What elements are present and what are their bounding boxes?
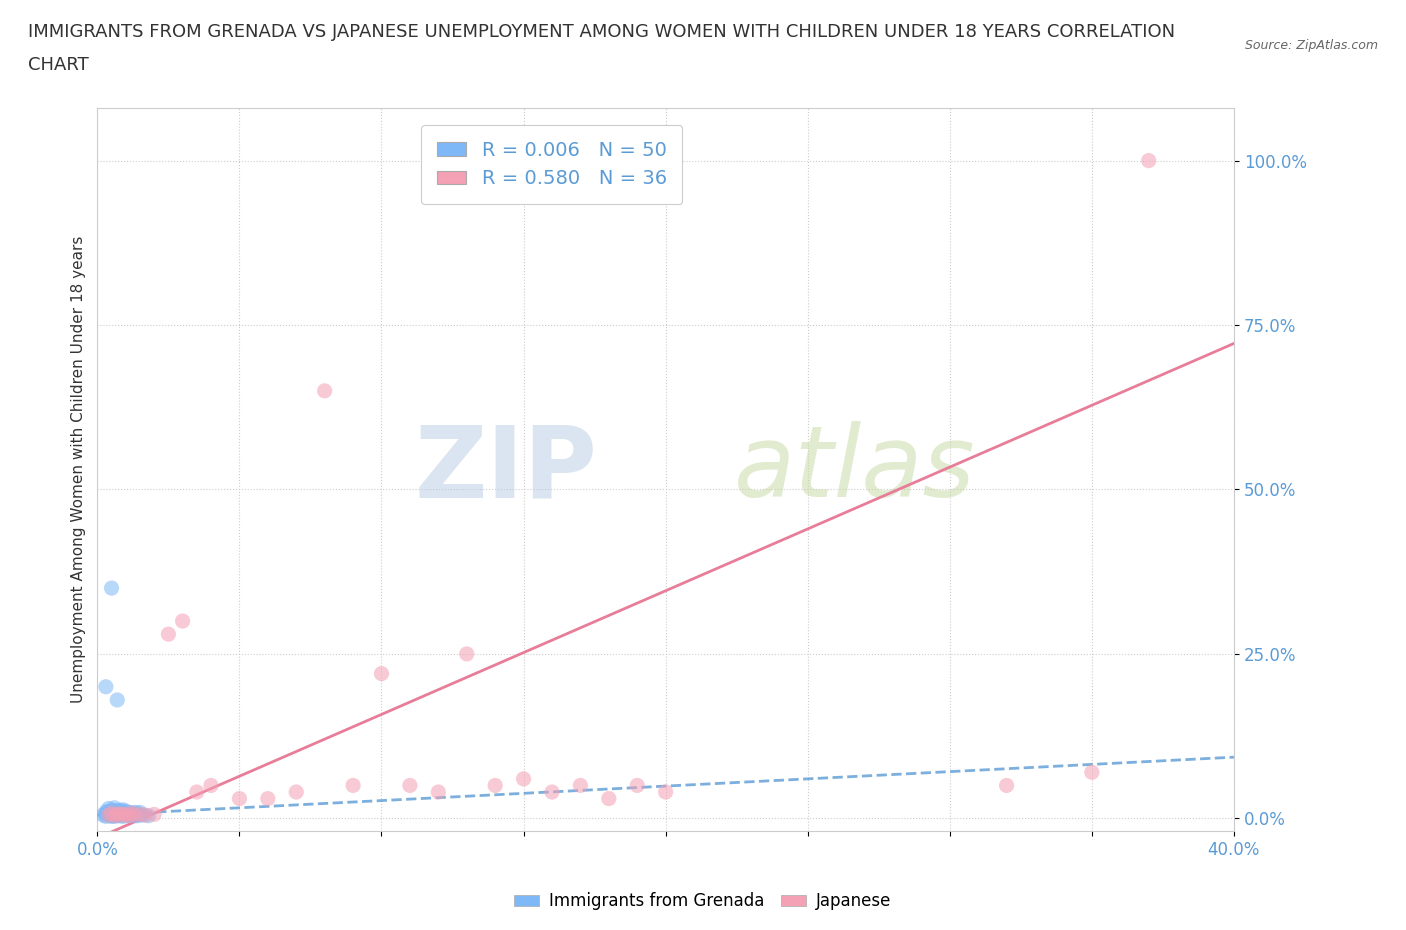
Point bbox=[124, 807, 146, 822]
Point bbox=[111, 807, 134, 822]
Point bbox=[370, 666, 392, 681]
Point bbox=[626, 778, 648, 793]
Point bbox=[127, 808, 149, 823]
Point bbox=[105, 803, 128, 817]
Point bbox=[200, 778, 222, 793]
Point bbox=[97, 801, 120, 816]
Point bbox=[100, 807, 122, 822]
Point bbox=[120, 805, 142, 820]
Point bbox=[100, 805, 122, 820]
Point bbox=[100, 805, 122, 820]
Point bbox=[228, 791, 250, 806]
Point bbox=[100, 809, 122, 824]
Point bbox=[256, 791, 278, 806]
Point bbox=[108, 803, 131, 817]
Point bbox=[105, 807, 128, 822]
Point bbox=[143, 807, 166, 822]
Point bbox=[108, 805, 131, 820]
Point bbox=[103, 807, 125, 822]
Legend: R = 0.006   N = 50, R = 0.580   N = 36: R = 0.006 N = 50, R = 0.580 N = 36 bbox=[422, 125, 682, 204]
Legend: Immigrants from Grenada, Japanese: Immigrants from Grenada, Japanese bbox=[508, 885, 898, 917]
Point bbox=[103, 804, 125, 818]
Point bbox=[114, 808, 136, 823]
Y-axis label: Unemployment Among Women with Children Under 18 years: Unemployment Among Women with Children U… bbox=[72, 236, 86, 703]
Point bbox=[94, 809, 117, 824]
Text: ZIP: ZIP bbox=[415, 421, 598, 518]
Point bbox=[103, 808, 125, 823]
Point bbox=[598, 791, 620, 806]
Point bbox=[512, 771, 534, 786]
Point bbox=[108, 808, 131, 823]
Point bbox=[117, 808, 139, 823]
Point bbox=[103, 805, 125, 820]
Point bbox=[100, 806, 122, 821]
Point bbox=[105, 808, 128, 823]
Point bbox=[94, 804, 117, 819]
Point bbox=[103, 801, 125, 816]
Point bbox=[1137, 153, 1160, 168]
Point bbox=[103, 809, 125, 824]
Point bbox=[97, 804, 120, 819]
Point bbox=[157, 627, 180, 642]
Point bbox=[342, 778, 364, 793]
Point bbox=[100, 803, 122, 817]
Point bbox=[427, 785, 450, 800]
Point bbox=[117, 807, 139, 822]
Point bbox=[97, 807, 120, 822]
Point bbox=[114, 807, 136, 822]
Point bbox=[285, 785, 308, 800]
Point bbox=[129, 807, 152, 822]
Point bbox=[91, 807, 114, 822]
Point bbox=[124, 805, 146, 820]
Point bbox=[105, 693, 128, 708]
Point bbox=[97, 805, 120, 820]
Point bbox=[1081, 764, 1104, 779]
Point bbox=[94, 806, 117, 821]
Point bbox=[484, 778, 506, 793]
Point bbox=[541, 785, 564, 800]
Point bbox=[124, 807, 146, 822]
Point bbox=[314, 383, 336, 398]
Point bbox=[135, 807, 157, 822]
Point bbox=[111, 805, 134, 820]
Text: Source: ZipAtlas.com: Source: ZipAtlas.com bbox=[1244, 39, 1378, 52]
Point bbox=[120, 808, 142, 823]
Point bbox=[120, 805, 142, 820]
Point bbox=[127, 805, 149, 820]
Point bbox=[97, 807, 120, 822]
Point bbox=[129, 807, 152, 822]
Point bbox=[111, 807, 134, 822]
Point bbox=[94, 679, 117, 694]
Point bbox=[654, 785, 676, 800]
Point bbox=[995, 778, 1018, 793]
Point bbox=[108, 806, 131, 821]
Text: CHART: CHART bbox=[28, 56, 89, 73]
Point bbox=[111, 809, 134, 824]
Point bbox=[114, 804, 136, 818]
Text: IMMIGRANTS FROM GRENADA VS JAPANESE UNEMPLOYMENT AMONG WOMEN WITH CHILDREN UNDER: IMMIGRANTS FROM GRENADA VS JAPANESE UNEM… bbox=[28, 23, 1175, 41]
Point bbox=[108, 807, 131, 822]
Point bbox=[172, 614, 194, 629]
Point bbox=[105, 807, 128, 822]
Point bbox=[97, 808, 120, 823]
Point bbox=[132, 807, 155, 822]
Point bbox=[103, 806, 125, 821]
Point bbox=[114, 806, 136, 821]
Point bbox=[456, 646, 478, 661]
Text: atlas: atlas bbox=[734, 421, 976, 518]
Point bbox=[117, 805, 139, 820]
Point bbox=[100, 580, 122, 595]
Point bbox=[105, 805, 128, 820]
Point bbox=[111, 803, 134, 817]
Point bbox=[186, 785, 208, 800]
Point bbox=[399, 778, 422, 793]
Point bbox=[569, 778, 592, 793]
Point bbox=[129, 805, 152, 820]
Point bbox=[138, 808, 160, 823]
